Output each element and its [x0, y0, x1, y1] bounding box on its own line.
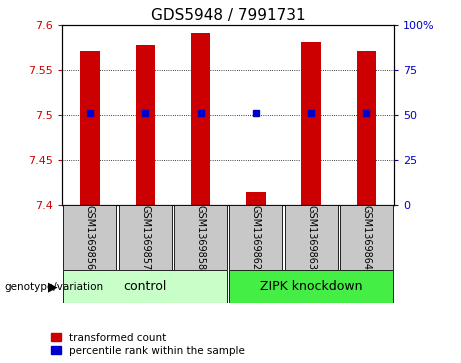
Text: ▶: ▶ — [48, 280, 58, 293]
FancyBboxPatch shape — [229, 205, 283, 270]
Text: genotype/variation: genotype/variation — [5, 282, 104, 292]
Text: GSM1369863: GSM1369863 — [306, 205, 316, 270]
Text: GSM1369857: GSM1369857 — [140, 205, 150, 270]
Text: GSM1369856: GSM1369856 — [85, 205, 95, 270]
FancyBboxPatch shape — [284, 205, 338, 270]
Bar — [246, 192, 266, 205]
FancyBboxPatch shape — [63, 205, 117, 270]
Text: ZIPK knockdown: ZIPK knockdown — [260, 280, 362, 293]
Bar — [191, 33, 210, 205]
Text: GSM1369862: GSM1369862 — [251, 205, 261, 270]
FancyBboxPatch shape — [118, 205, 172, 270]
FancyBboxPatch shape — [229, 270, 393, 303]
Text: GSM1369858: GSM1369858 — [195, 205, 206, 270]
Title: GDS5948 / 7991731: GDS5948 / 7991731 — [151, 8, 306, 23]
Bar — [136, 45, 155, 205]
Legend: transformed count, percentile rank within the sample: transformed count, percentile rank withi… — [51, 333, 245, 356]
FancyBboxPatch shape — [340, 205, 393, 270]
Text: GSM1369864: GSM1369864 — [361, 205, 372, 270]
Bar — [301, 42, 321, 205]
FancyBboxPatch shape — [174, 205, 227, 270]
Text: control: control — [124, 280, 167, 293]
Bar — [357, 52, 376, 205]
Bar — [80, 52, 100, 205]
FancyBboxPatch shape — [63, 270, 227, 303]
